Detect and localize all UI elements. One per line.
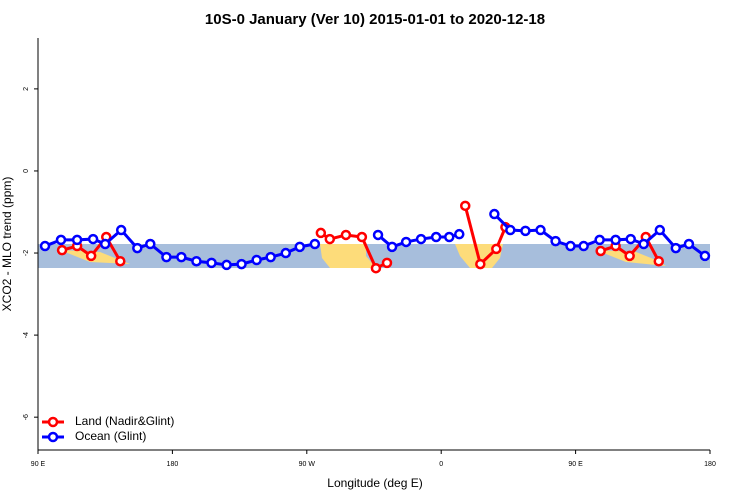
point <box>381 257 393 269</box>
point <box>176 251 187 263</box>
x-axis-label: Longitude (deg E) <box>327 476 422 490</box>
point <box>610 234 621 246</box>
point <box>491 243 502 255</box>
point <box>535 224 546 236</box>
point <box>699 250 711 262</box>
point <box>99 238 111 250</box>
legend-label: Land (Nadir&Glint) <box>75 414 174 428</box>
point <box>324 233 336 245</box>
x-tick-label: 90 E <box>31 461 46 468</box>
point <box>505 224 516 236</box>
point <box>654 224 666 236</box>
point <box>520 225 531 237</box>
point <box>87 233 99 245</box>
point <box>315 227 327 239</box>
point <box>595 245 606 257</box>
point <box>454 228 465 240</box>
point <box>386 241 398 253</box>
point <box>294 241 306 253</box>
point <box>132 242 143 254</box>
map-land <box>320 244 376 268</box>
point <box>55 234 67 246</box>
point <box>594 234 605 246</box>
point <box>400 236 412 248</box>
legend-marker <box>47 416 59 428</box>
point <box>221 259 232 271</box>
point <box>115 255 126 267</box>
point <box>145 238 156 250</box>
x-tick-label: 0 <box>439 461 443 468</box>
point <box>415 233 427 245</box>
point <box>71 234 83 246</box>
point <box>115 224 127 236</box>
y-tick-label: 2 <box>23 87 30 91</box>
point <box>280 247 291 259</box>
point <box>340 229 352 241</box>
point <box>56 244 68 256</box>
x-tick-label: 180 <box>704 461 716 468</box>
chart-title: 10S-0 January (Ver 10) 2015-01-01 to 202… <box>205 11 545 28</box>
point <box>624 250 635 262</box>
x-tick-label: 90 W <box>299 461 316 468</box>
y-tick-label: -2 <box>23 250 30 256</box>
y-tick-label: 0 <box>23 169 30 173</box>
x-tick-label: 180 <box>167 461 179 468</box>
point <box>430 231 442 243</box>
point <box>39 240 51 252</box>
point <box>206 257 217 269</box>
point <box>236 258 247 270</box>
point <box>625 233 636 245</box>
point <box>670 242 682 254</box>
point <box>191 255 202 267</box>
y-tick-label: -6 <box>23 414 30 420</box>
point <box>683 238 695 250</box>
y-tick-label: -4 <box>23 332 30 338</box>
point <box>489 208 500 220</box>
point <box>356 231 368 243</box>
point <box>565 240 576 252</box>
point <box>638 238 649 250</box>
point <box>653 255 665 267</box>
point <box>372 229 384 241</box>
legend-marker <box>47 431 59 443</box>
point <box>444 231 455 243</box>
legend-label: Ocean (Glint) <box>75 429 146 443</box>
point <box>265 251 276 263</box>
point <box>161 251 172 263</box>
x-tick-label: 90 E <box>568 461 583 468</box>
point <box>309 238 321 250</box>
point <box>85 250 97 262</box>
point <box>550 235 561 247</box>
point <box>475 258 486 270</box>
point <box>459 200 471 212</box>
y-axis-label: XCO2 - MLO trend (ppm) <box>0 177 14 312</box>
point <box>251 254 262 266</box>
point <box>370 262 382 274</box>
point <box>578 240 589 252</box>
